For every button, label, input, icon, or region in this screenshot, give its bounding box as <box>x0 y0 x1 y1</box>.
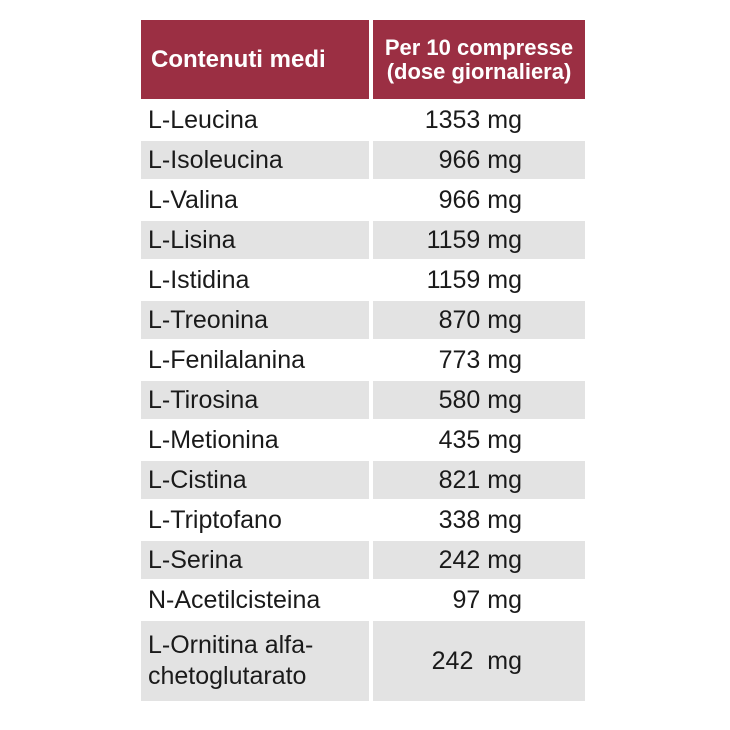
table-row: L-Tirosina 580 mg <box>141 381 585 419</box>
column-divider <box>369 381 373 419</box>
ingredient-name: L-Cistina <box>141 461 369 499</box>
column-divider <box>369 101 373 139</box>
table-row: L-Lisina 1159 mg <box>141 221 585 259</box>
ingredient-name: L-Triptofano <box>141 501 369 539</box>
table-row: L-Fenilalanina 773 mg <box>141 341 585 379</box>
column-divider <box>369 141 373 179</box>
nutrition-table: Contenuti medi Per 10 compresse (dose gi… <box>141 20 585 701</box>
ingredient-amount: 242 mg <box>373 541 585 579</box>
column-divider <box>369 621 373 701</box>
column-divider <box>369 501 373 539</box>
table-header: Contenuti medi Per 10 compresse (dose gi… <box>141 20 585 99</box>
ingredient-amount: 821 mg <box>373 461 585 499</box>
column-divider <box>369 301 373 339</box>
table-row: L-Ornitina alfa- chetoglutarato 242 mg <box>141 621 585 701</box>
ingredient-name: L-Serina <box>141 541 369 579</box>
table-row: L-Metionina 435 mg <box>141 421 585 459</box>
table-row: N-Acetilcisteina 97 mg <box>141 581 585 619</box>
column-divider <box>369 541 373 579</box>
ingredient-amount: 338 mg <box>373 501 585 539</box>
table-row: L-Cistina 821 mg <box>141 461 585 499</box>
ingredient-name: N-Acetilcisteina <box>141 581 369 619</box>
ingredient-name: L-Ornitina alfa- chetoglutarato <box>141 621 369 701</box>
header-per-10-compresse: Per 10 compresse (dose giornaliera) <box>373 20 585 99</box>
header-contenuti-medi: Contenuti medi <box>141 20 369 99</box>
ingredient-name: L-Valina <box>141 181 369 219</box>
ingredient-name: L-Isoleucina <box>141 141 369 179</box>
table-row: L-Serina 242 mg <box>141 541 585 579</box>
ingredient-amount: 773 mg <box>373 341 585 379</box>
ingredient-name: L-Metionina <box>141 421 369 459</box>
column-divider <box>369 461 373 499</box>
ingredient-amount: 97 mg <box>373 581 585 619</box>
ingredient-name: L-Treonina <box>141 301 369 339</box>
ingredient-name: L-Leucina <box>141 101 369 139</box>
ingredient-amount: 435 mg <box>373 421 585 459</box>
ingredient-name: L-Lisina <box>141 221 369 259</box>
table-row: L-Isoleucina 966 mg <box>141 141 585 179</box>
ingredient-amount: 1159 mg <box>373 261 585 299</box>
header-col2-line2: (dose giornaliera) <box>386 58 572 84</box>
column-divider <box>369 221 373 259</box>
ingredient-name: L-Tirosina <box>141 381 369 419</box>
ingredient-amount: 870 mg <box>373 301 585 339</box>
header-divider <box>369 20 373 99</box>
column-divider <box>369 181 373 219</box>
table-row: L-Treonina 870 mg <box>141 301 585 339</box>
column-divider <box>369 581 373 619</box>
table-row: L-Triptofano 338 mg <box>141 501 585 539</box>
ingredient-amount: 966 mg <box>373 181 585 219</box>
header-col2-line1: Per 10 compresse <box>384 34 574 60</box>
ingredient-name-line1: L-Ornitina alfa- <box>148 631 314 659</box>
ingredient-name: L-Istidina <box>141 261 369 299</box>
table-row: L-Istidina 1159 mg <box>141 261 585 299</box>
ingredient-name: L-Fenilalanina <box>141 341 369 379</box>
ingredient-amount: 1159 mg <box>373 221 585 259</box>
ingredient-amount: 966 mg <box>373 141 585 179</box>
column-divider <box>369 261 373 299</box>
ingredient-amount: 242 mg <box>373 621 585 701</box>
ingredient-amount: 1353 mg <box>373 101 585 139</box>
table-row: L-Valina 966 mg <box>141 181 585 219</box>
column-divider <box>369 341 373 379</box>
column-divider <box>369 421 373 459</box>
ingredient-name-line2: chetoglutarato <box>148 662 307 690</box>
ingredient-amount: 580 mg <box>373 381 585 419</box>
table-row: L-Leucina 1353 mg <box>141 101 585 139</box>
